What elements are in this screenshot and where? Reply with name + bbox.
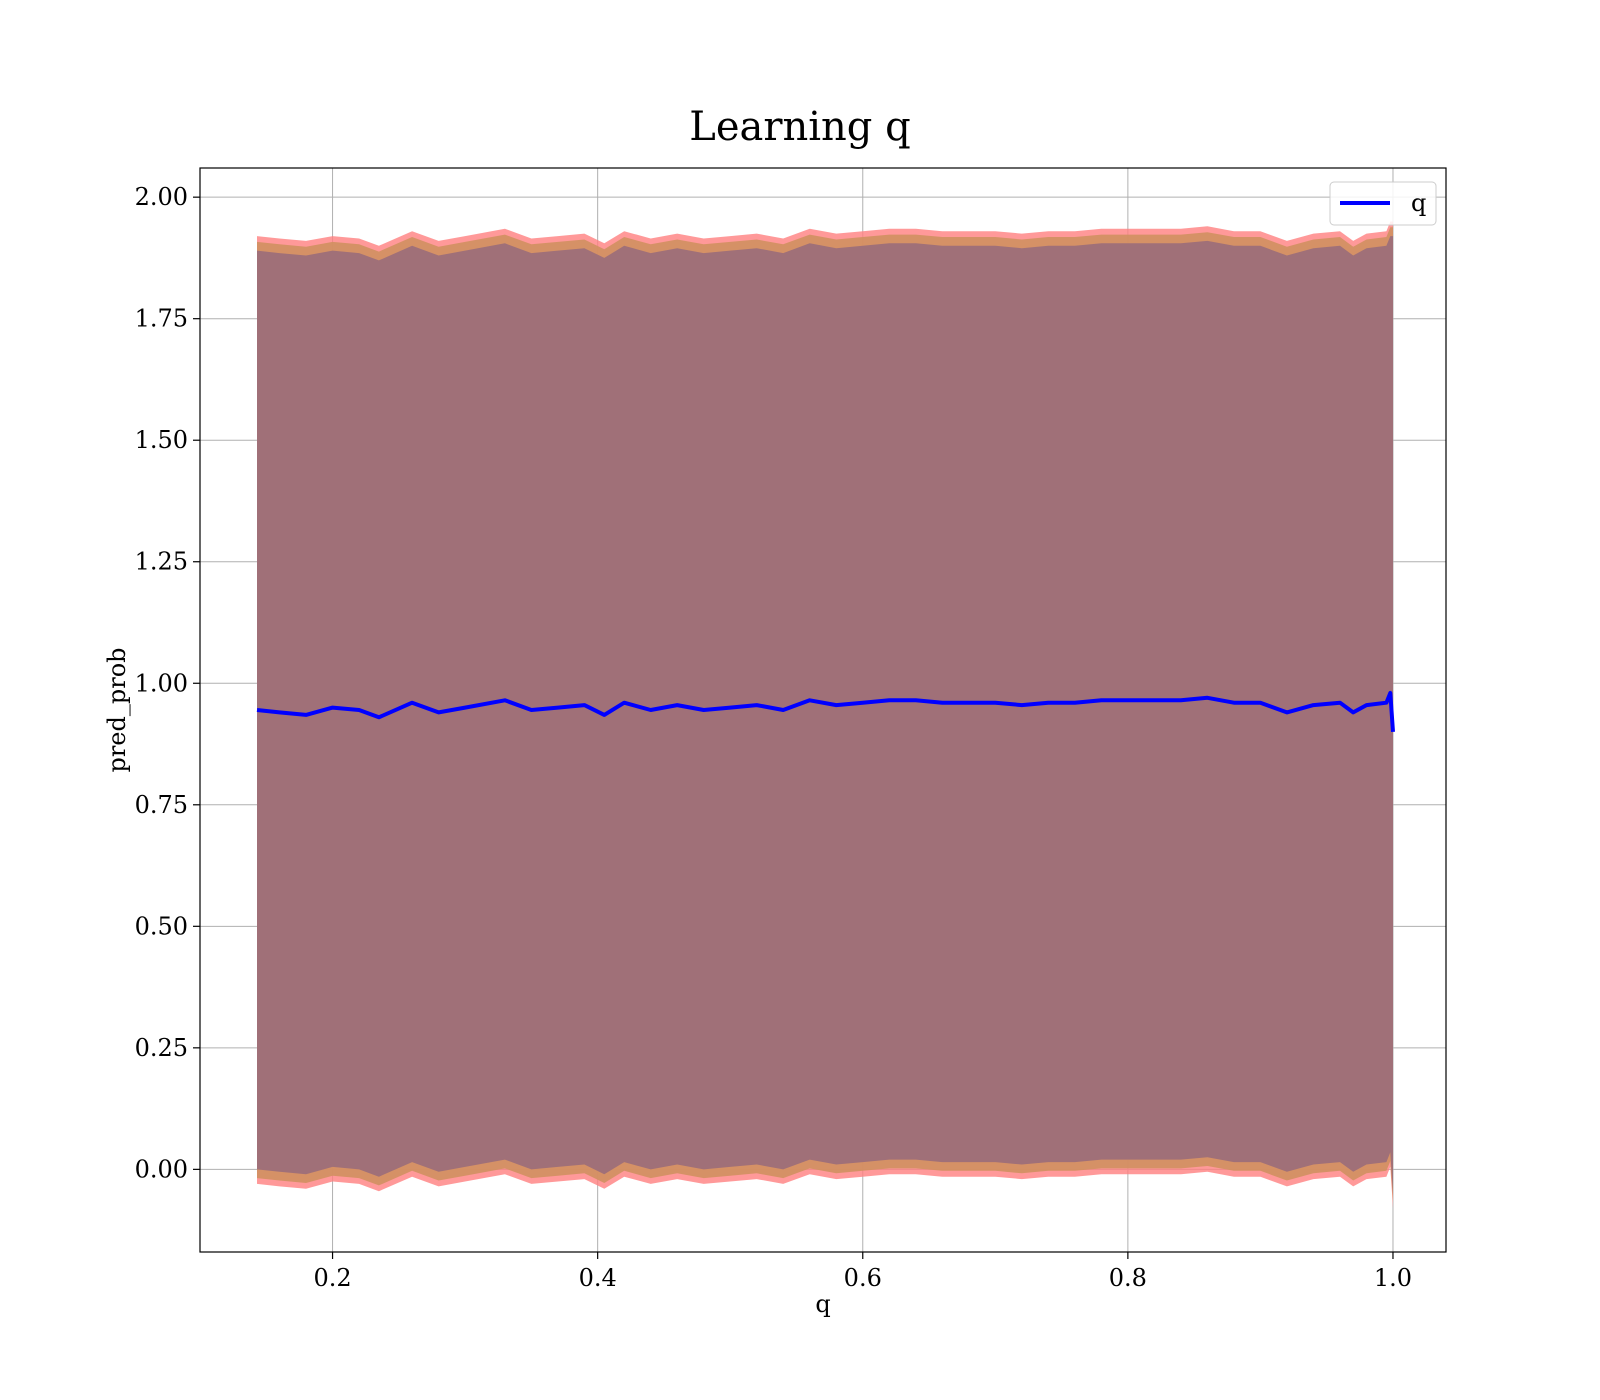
x-tick-label-3: 0.8 xyxy=(1109,1264,1147,1292)
x-axis-ticks: 0.2 0.4 0.6 0.8 1.0 xyxy=(313,1252,1412,1292)
band-inner xyxy=(257,236,1393,1194)
y-tick-label-6: 1.50 xyxy=(135,426,188,454)
chart-title: Learning q xyxy=(689,104,910,150)
y-tick-label-7: 1.75 xyxy=(135,305,188,333)
x-tick-label-4: 1.0 xyxy=(1374,1264,1412,1292)
series-lines xyxy=(256,691,1395,733)
y-tick-label-1: 0.25 xyxy=(135,1034,188,1062)
y-tick-label-8: 2.00 xyxy=(135,183,188,211)
x-tick-label-0: 0.2 xyxy=(313,1264,351,1292)
x-axis-label: q xyxy=(815,1290,830,1318)
legend-label-q: q xyxy=(1411,189,1426,217)
y-axis-ticks: 0.00 0.25 0.50 0.75 1.00 1.25 1.50 1.75 2.00 xyxy=(135,183,200,1183)
y-tick-label-5: 1.25 xyxy=(135,548,188,576)
x-tick-label-1: 0.4 xyxy=(579,1264,617,1292)
y-tick-label-2: 0.50 xyxy=(135,912,188,940)
y-tick-label-0: 0.00 xyxy=(135,1155,188,1183)
uncertainty-bands xyxy=(257,221,1393,1209)
y-axis-label: pred_prob xyxy=(103,647,131,772)
series-line-q xyxy=(256,691,1395,733)
legend: q xyxy=(1329,181,1437,226)
plot-frame xyxy=(199,167,1447,1253)
y-tick-label-4: 1.00 xyxy=(135,669,188,697)
x-tick-label-2: 0.6 xyxy=(844,1264,882,1292)
y-tick-label-3: 0.75 xyxy=(135,791,188,819)
